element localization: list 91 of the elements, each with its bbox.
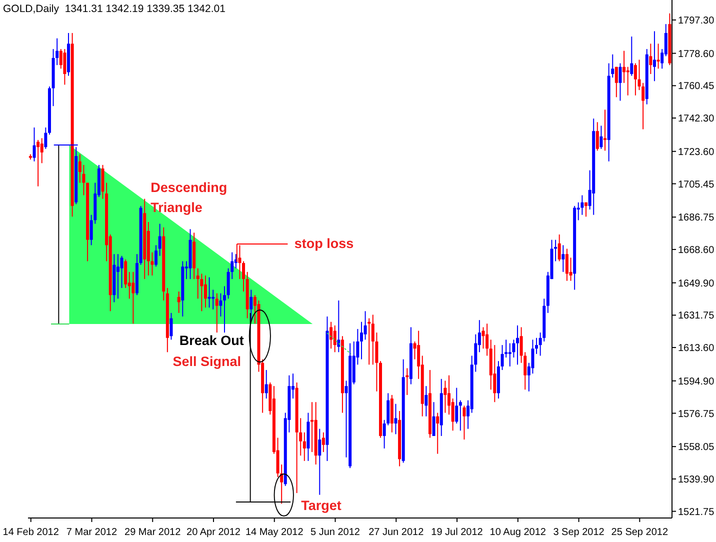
candlestick [158, 223, 162, 256]
candlestick [482, 326, 485, 350]
candlestick [132, 271, 135, 324]
y-tick-label: 1668.60 [678, 245, 715, 256]
candlestick [204, 274, 207, 308]
candlestick [337, 300, 340, 353]
candlestick [238, 244, 242, 280]
annotation: Break Out [179, 333, 244, 348]
x-tick-label: 19 Jul 2012 [431, 527, 484, 538]
candlestick [516, 324, 519, 366]
candlestick [302, 432, 306, 462]
candlestick [596, 122, 599, 152]
candlestick [219, 292, 222, 318]
candlestick [652, 30, 656, 82]
x-tick-label: 14 May 2012 [245, 527, 304, 538]
chart-title: GOLD,Daily 1341.31 1342.19 1339.35 1342.01 [3, 3, 226, 15]
candlestick [250, 289, 253, 322]
y-tick-label: 1594.90 [678, 376, 715, 388]
x-tick-label: 3 Sep 2012 [553, 527, 605, 538]
x-tick-label: 14 Feb 2012 [2, 527, 60, 538]
candlestick [614, 66, 618, 98]
candlestick [535, 337, 538, 354]
candlestick [444, 380, 447, 414]
y-tick-label: 1686.75 [678, 212, 715, 224]
candlestick [634, 62, 637, 96]
candlestick [622, 50, 626, 84]
candlestick [618, 62, 622, 102]
candlestick [242, 260, 246, 292]
candlestick [508, 342, 512, 367]
candlestick [264, 370, 268, 400]
candlestick [120, 255, 124, 288]
x-tick-label: 20 Apr 2012 [186, 527, 241, 538]
candlestick [333, 324, 336, 353]
candlestick [330, 321, 333, 350]
candlestick [458, 400, 462, 432]
candlestick [569, 257, 572, 282]
x-tick-label: 10 Aug 2012 [490, 527, 546, 538]
x-tick-label: 25 Sep 2012 [611, 527, 668, 538]
candlestick [565, 248, 568, 282]
candlestick [177, 291, 180, 314]
candlestick [63, 48, 66, 86]
annotation: Sell Signal [172, 354, 241, 369]
candlestick [486, 323, 489, 356]
y-tick-label: 1760.45 [678, 81, 715, 92]
candlestick [364, 310, 367, 340]
candlestick [562, 244, 565, 272]
candlestick [604, 109, 607, 152]
candlestick [101, 164, 104, 200]
candlestick [215, 292, 218, 334]
candlestick [424, 386, 428, 417]
candlestick [558, 234, 561, 262]
candlestick [36, 139, 40, 187]
y-tick-label: 1778.60 [678, 48, 715, 60]
candlestick [630, 36, 634, 76]
y-tick-label: 1797.30 [678, 16, 715, 27]
x-tick-label: 27 Jun 2012 [368, 527, 424, 538]
y-tick-label: 1521.75 [678, 506, 715, 518]
y-tick-label: 1742.30 [678, 114, 715, 125]
y-tick-label: 1558.05 [678, 442, 715, 454]
y-tick-label: 1723.60 [678, 146, 715, 158]
candlestick [170, 312, 173, 340]
candlestick [455, 387, 458, 424]
candlestick [462, 405, 466, 440]
candlestick [436, 412, 440, 454]
annotation: stop loss [294, 236, 354, 251]
candlestick [322, 432, 325, 453]
candlestick [600, 125, 603, 150]
y-tick-label: 1631.75 [678, 310, 715, 322]
candlestick [116, 254, 120, 300]
candlestick [40, 138, 44, 164]
candlestick [394, 403, 398, 435]
candlestick [649, 43, 652, 74]
candlestick [44, 126, 48, 150]
x-tick-label: 29 Mar 2012 [124, 527, 182, 538]
candlestick [32, 126, 36, 162]
candlestick [124, 258, 128, 288]
candlestick [223, 286, 226, 334]
candlestick [656, 43, 660, 70]
candlestick [360, 321, 363, 360]
annotation: Target [301, 498, 342, 513]
y-tick-label: 1576.75 [678, 408, 715, 420]
y-tick-label: 1613.60 [678, 343, 715, 354]
candlestick [584, 202, 588, 218]
y-tick-label: 1705.45 [678, 179, 715, 190]
candlestick [318, 428, 322, 496]
x-tick-label: 7 Mar 2012 [66, 527, 118, 538]
x-tick-label: 5 Jun 2012 [310, 527, 360, 538]
y-tick-label: 1649.90 [678, 278, 715, 290]
candlestick [432, 402, 436, 436]
y-tick-label: 1539.90 [678, 474, 715, 486]
candlestick [154, 244, 158, 268]
